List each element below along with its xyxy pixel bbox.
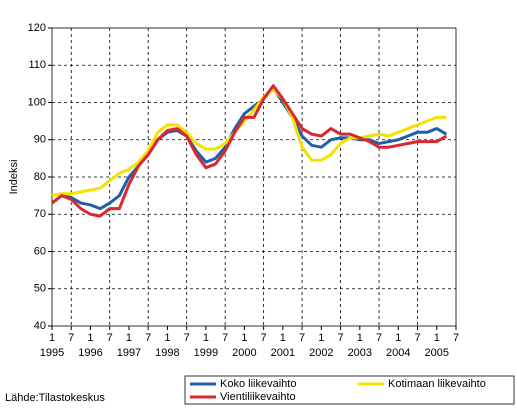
year-label: 2004 bbox=[386, 347, 410, 359]
x-tick-label: 7 bbox=[68, 332, 74, 344]
year-label: 2003 bbox=[348, 347, 372, 359]
series-line bbox=[51, 87, 447, 198]
x-tick-label: 7 bbox=[414, 332, 420, 344]
y-tick-label: 110 bbox=[28, 59, 46, 71]
source: Lähde:Tilastokeskus bbox=[5, 392, 105, 404]
x-tick-label: 1 bbox=[126, 332, 132, 344]
year-label: 1998 bbox=[155, 347, 179, 359]
year-label: 2002 bbox=[309, 347, 333, 359]
x-tick-label: 1 bbox=[241, 332, 247, 344]
y-tick-label: 90 bbox=[34, 134, 46, 146]
year-label: 1999 bbox=[194, 347, 218, 359]
legend-box bbox=[184, 375, 515, 405]
year-label: 1997 bbox=[117, 347, 141, 359]
x-tick-label: 7 bbox=[338, 332, 344, 344]
y-tick-label: 60 bbox=[34, 245, 46, 257]
x-tick-label: 1 bbox=[203, 332, 209, 344]
x-tick-label: 1 bbox=[164, 332, 170, 344]
x-tick-label: 1 bbox=[87, 332, 93, 344]
x-tick-label: 1 bbox=[395, 332, 401, 344]
year-label: 1996 bbox=[78, 347, 102, 359]
y-tick-label: 50 bbox=[34, 283, 46, 295]
year-label: 2005 bbox=[425, 347, 449, 359]
series-line bbox=[51, 86, 448, 211]
x-tick-label: 7 bbox=[453, 332, 459, 344]
x-tick-label: 1 bbox=[318, 332, 324, 344]
x-tick-label: 1 bbox=[434, 332, 440, 344]
year-label: 1995 bbox=[40, 347, 64, 359]
y-tick-label: 40 bbox=[34, 320, 46, 332]
x-tick-label: 7 bbox=[376, 332, 382, 344]
series-line bbox=[51, 84, 448, 218]
y-tick-label: 80 bbox=[34, 171, 46, 183]
x-tick-label: 1 bbox=[49, 332, 55, 344]
x-tick-label: 7 bbox=[145, 332, 151, 344]
x-tick-label: 7 bbox=[107, 332, 113, 344]
x-tick-label: 7 bbox=[299, 332, 305, 344]
x-tick-label: 7 bbox=[222, 332, 228, 344]
year-label: 2000 bbox=[232, 347, 256, 359]
legend-label: Kotimaan liikevaihto bbox=[388, 378, 486, 390]
y-tick-label: 70 bbox=[34, 208, 46, 220]
y-tick-label: 100 bbox=[28, 96, 46, 108]
y-axis-label: Indeksi bbox=[8, 160, 20, 195]
x-tick-label: 7 bbox=[184, 332, 190, 344]
year-label: 2001 bbox=[271, 347, 295, 359]
legend-label: Vientiliikevaihto bbox=[220, 391, 296, 403]
y-tick-label: 120 bbox=[28, 22, 46, 34]
x-tick-label: 1 bbox=[357, 332, 363, 344]
x-tick-label: 7 bbox=[261, 332, 267, 344]
legend-label: Koko liikevaihto bbox=[220, 378, 296, 390]
x-tick-label: 1 bbox=[280, 332, 286, 344]
